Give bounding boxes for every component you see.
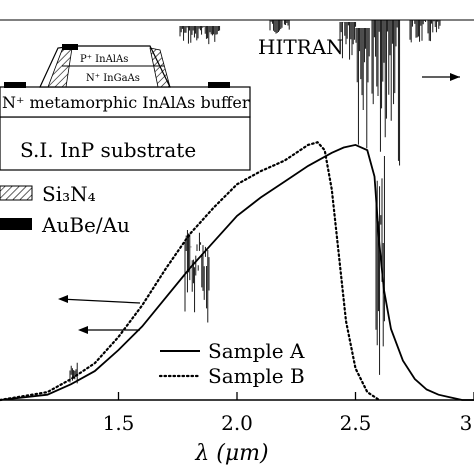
device-inset: P⁺ InAlAs N⁺ InGaAs N⁺ metamorphic InAlA… [0,44,251,237]
legend-label-sample-b: Sample B [208,364,305,388]
sample-absorption-lines [375,156,385,375]
aube-label: AuBe/Au [41,213,130,237]
plot-area [0,141,474,402]
substrate-label: S.I. InP substrate [20,138,196,162]
mesa-passivation-right [149,47,171,88]
legend: Sample A Sample B [158,339,305,388]
mesa-label-top: P⁺ InAlAs [80,54,128,65]
x-tick-label: 2.5 [340,411,372,435]
substrate-layer [0,116,251,171]
x-tick-label: 1.5 [103,411,135,435]
hitran-arrow-head [450,73,460,81]
sample-arrow-upper-head [58,295,68,303]
x-tick-label: 3 [460,411,473,435]
legend-label-sample-a: Sample A [208,339,305,363]
x-tick-label: 2.0 [221,411,253,435]
absorption-band [371,20,401,166]
sample-absorption-lines [69,362,78,384]
absorption-band [355,28,370,149]
si3n4-swatch [0,185,33,201]
hitran-absorption-spectrum [0,19,474,166]
x-axis-ticks: 1.5 2.0 2.5 3 [103,392,474,435]
absorption-band [409,20,441,43]
sample-arrow-upper [59,298,141,304]
series-line-sample-a [0,143,474,401]
absorption-band [339,22,357,60]
x-axis-label: λ (μm) [194,441,268,466]
absorption-band [179,26,221,45]
aube-swatch [0,218,32,230]
mesa-top-contact [62,44,78,50]
hitran-label: HITRAN [258,35,344,59]
si3n4-label: Si₃N₄ [42,182,96,206]
series-line-sample-b [0,141,381,402]
sample-arrow-lower-head [78,326,88,334]
sample-absorption-lines [184,230,210,323]
absorption-band [269,20,290,34]
mesa-label-bottom: N⁺ InGaAs [86,73,140,84]
right-contact [208,82,230,88]
left-contact [4,82,26,88]
buffer-layer [0,86,251,118]
buffer-label: N⁺ metamorphic InAlAs buffer [2,93,250,112]
